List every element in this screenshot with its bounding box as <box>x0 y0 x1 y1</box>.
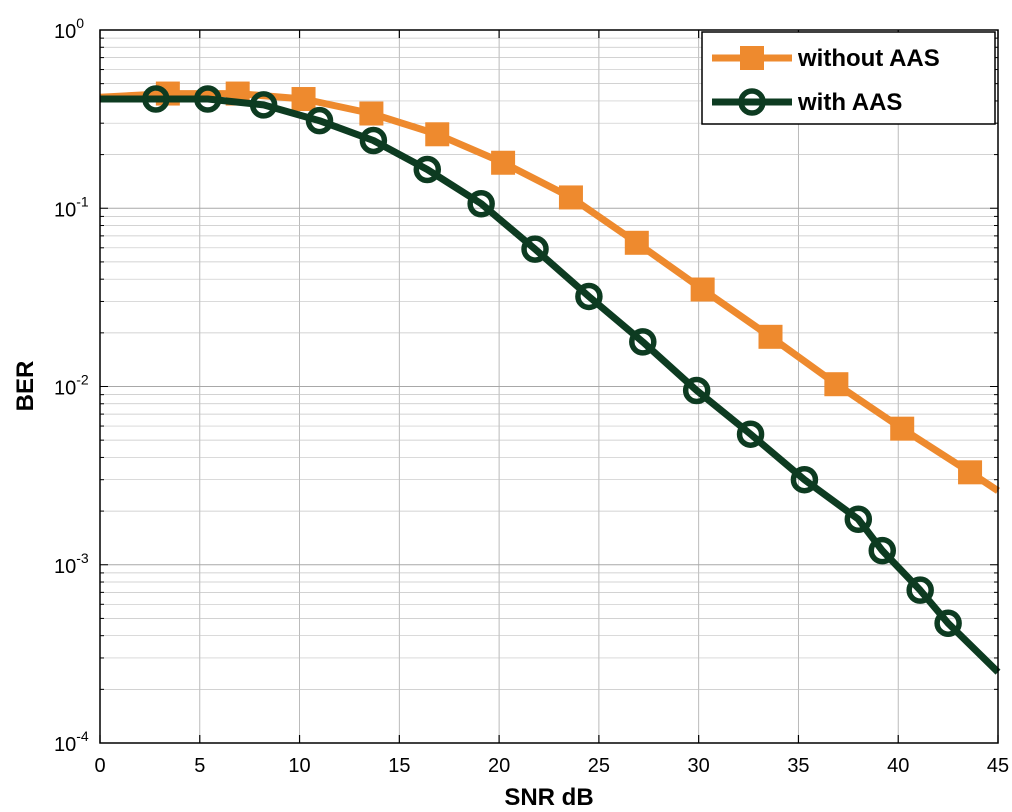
data-point-with-aas <box>413 155 442 184</box>
data-point-with-aas <box>736 420 765 448</box>
data-point-without-aas <box>958 460 983 485</box>
legend-marker-square <box>740 46 764 70</box>
data-point-with-aas <box>575 282 603 311</box>
data-point-without-aas <box>425 122 450 147</box>
data-point-with-aas <box>844 505 873 533</box>
data-point-without-aas <box>690 277 715 302</box>
x-tick-label: 0 <box>94 755 105 777</box>
y-tick-label: 10-2 <box>54 372 89 400</box>
tick-labels: 0 5 10 15 20 25 30 35 40 45 100 10-1 10-2 10-3 10-4 <box>54 15 1009 777</box>
x-axis-label: SNR dB <box>504 784 593 811</box>
data-point-without-aas <box>558 185 583 210</box>
series-with-aas <box>100 85 1001 675</box>
data-point-with-aas <box>682 376 711 405</box>
legend-item-without-aas: without AAS <box>712 45 940 72</box>
x-tick-label: 30 <box>688 755 710 777</box>
data-point-without-aas <box>758 324 783 349</box>
data-point-without-aas <box>824 372 849 397</box>
data-point-without-aas <box>359 101 384 126</box>
data-point-with-aas <box>467 189 495 218</box>
plot-frame <box>99 29 999 744</box>
x-tick-label: 10 <box>288 755 310 777</box>
y-tick-label: 10-1 <box>54 193 89 221</box>
data-point-without-aas <box>291 87 316 112</box>
x-tick-label: 25 <box>588 755 610 777</box>
data-point-with-aas <box>521 235 549 263</box>
y-tick-label: 10-3 <box>54 550 89 578</box>
legend-label: with AAS <box>797 89 902 116</box>
y-axis-label: BER <box>12 361 39 412</box>
x-tick-label: 40 <box>887 755 909 777</box>
data-point-without-aas <box>491 150 516 175</box>
legend-label: without AAS <box>797 45 940 72</box>
data-point-with-aas <box>934 609 962 637</box>
series-line-with-aas <box>100 95 1001 675</box>
legend: without AAS with AAS <box>701 31 996 125</box>
data-point-with-aas <box>906 576 934 604</box>
series-layer <box>99 81 1001 675</box>
y-tick-label: 100 <box>54 15 84 43</box>
x-tick-label: 45 <box>987 755 1009 777</box>
data-point-with-aas <box>249 91 278 119</box>
y-tick-label: 10-4 <box>54 728 89 756</box>
data-point-with-aas <box>359 126 388 155</box>
legend-items: without AAS with AAS <box>712 45 940 116</box>
data-point-with-aas <box>305 106 334 135</box>
data-point-with-aas <box>790 465 819 494</box>
data-point-with-aas <box>142 85 170 113</box>
legend-marker-circle <box>738 88 766 116</box>
legend-item-with-aas: with AAS <box>712 88 902 116</box>
data-point-with-aas <box>629 328 657 356</box>
x-tick-label: 35 <box>787 755 809 777</box>
data-point-without-aas <box>890 416 915 441</box>
x-tick-label: 20 <box>488 755 510 777</box>
data-point-with-aas <box>868 536 897 565</box>
data-point-without-aas <box>624 230 649 255</box>
data-point-with-aas <box>194 85 222 113</box>
x-tick-label: 5 <box>194 755 205 777</box>
x-tick-label: 15 <box>388 755 410 777</box>
